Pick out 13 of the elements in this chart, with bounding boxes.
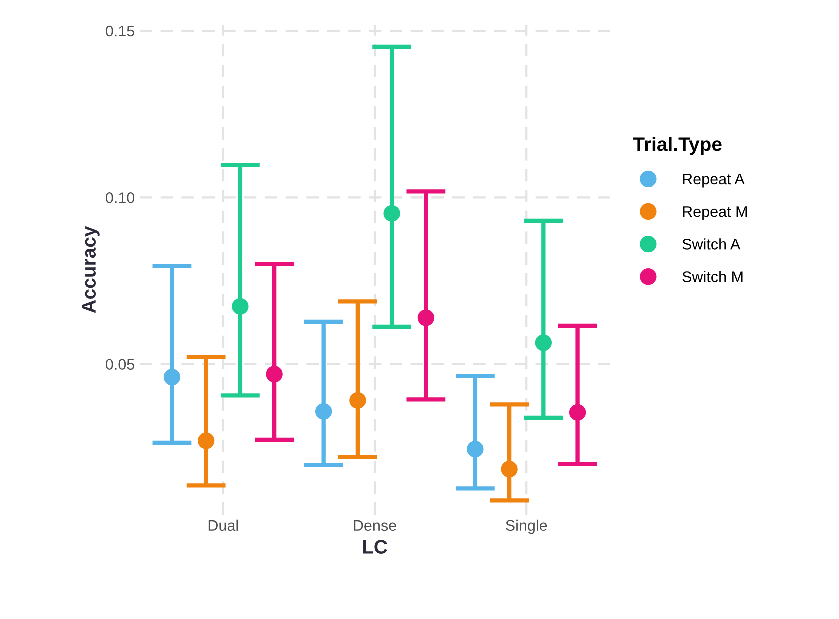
x-tick-label: Single [506,520,548,534]
x-tick-label: Dense [354,520,396,532]
x-axis-title: LC [363,540,388,554]
y-tick-label: 0.10 [106,192,135,204]
legend-label: Repeat A [683,174,745,188]
legend-label: Switch M [682,271,743,282]
y-tick-label: 0.15 [106,26,134,37]
y-tick-label: 0.05 [106,359,134,370]
legend-label: Switch A [682,238,741,250]
x-tick-label: Dual [208,520,238,532]
legend-title: Trial.Type [633,136,722,156]
legend-label: Repeat M [683,206,748,220]
y-axis-title: Accuracy [82,226,100,314]
